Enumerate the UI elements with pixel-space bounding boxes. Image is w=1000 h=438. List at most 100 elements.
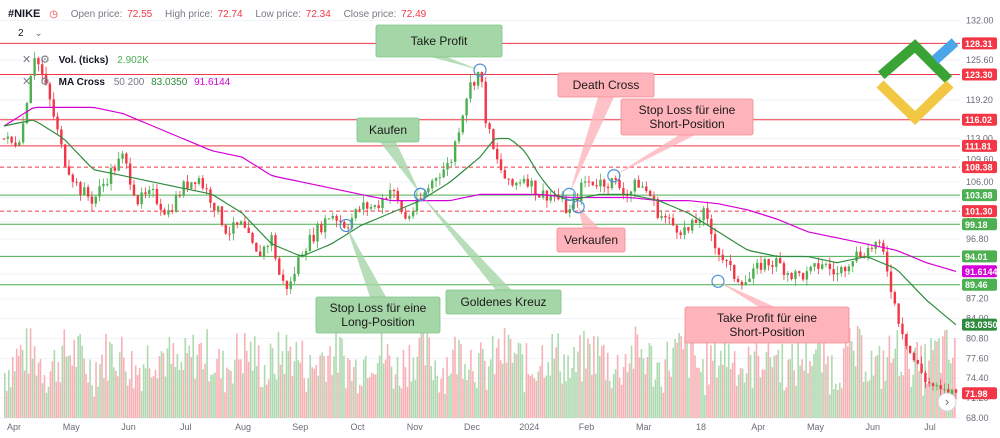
candle <box>331 216 335 219</box>
volume-bar <box>333 356 335 418</box>
candle <box>897 303 900 324</box>
candle <box>717 248 721 255</box>
volume-bar <box>591 374 593 418</box>
candle <box>606 186 610 189</box>
candle <box>817 263 820 269</box>
candle <box>98 186 101 197</box>
price-line-value: 108.38 <box>965 163 993 173</box>
gear-icon[interactable]: ⚙ <box>40 76 50 88</box>
volume-bar <box>9 387 12 418</box>
candle <box>224 225 227 234</box>
candle <box>725 260 728 262</box>
annotation-box[interactable] <box>556 227 626 253</box>
volume-bar <box>644 374 647 418</box>
volume-bar <box>690 334 692 418</box>
volume-bar <box>761 369 764 418</box>
price-line-value: 111.81 <box>965 141 992 151</box>
volume-bar <box>495 347 498 418</box>
ma-fast-line[interactable] <box>3 119 957 326</box>
volume-bar <box>337 372 339 418</box>
annotation-marker <box>711 274 725 288</box>
candle <box>859 251 862 257</box>
annotation-pointer <box>380 142 421 195</box>
volume-bar <box>424 365 427 418</box>
volume-bar <box>729 369 732 418</box>
volume-bar <box>230 370 232 418</box>
close-icon[interactable]: ✕ <box>22 54 32 66</box>
candle <box>671 218 675 226</box>
volume-bar <box>954 338 956 418</box>
candle <box>706 208 709 219</box>
candle <box>140 192 143 205</box>
candle <box>908 345 912 353</box>
volume-bar <box>226 367 228 418</box>
volume-bar <box>287 350 290 418</box>
chevron-down-icon: ⌄ <box>34 28 43 39</box>
volume-bar <box>384 359 387 418</box>
volume-bar <box>585 368 587 418</box>
candle <box>855 251 858 262</box>
volume-bar <box>361 385 363 418</box>
interval-select[interactable]: 2 ⌄ <box>18 28 43 39</box>
volume-bar <box>583 330 585 418</box>
volume-bar <box>666 341 669 418</box>
volume-bar <box>489 359 492 418</box>
candle <box>281 274 285 281</box>
volume-bar <box>553 358 555 418</box>
volume-bar <box>474 382 476 418</box>
candle <box>710 218 713 235</box>
volume-bar <box>672 347 674 418</box>
series-value-label: 91.6144 <box>965 267 998 277</box>
volume-bar <box>614 369 617 418</box>
ma-slow-line[interactable] <box>3 106 957 272</box>
volume-bar <box>364 355 367 418</box>
candle <box>805 271 809 280</box>
candle <box>824 263 828 265</box>
volume-bar <box>184 338 187 418</box>
candle <box>312 234 315 242</box>
candle <box>21 123 25 143</box>
close-icon[interactable]: ✕ <box>22 76 32 88</box>
annotation-box[interactable] <box>620 98 754 136</box>
volume-bar <box>908 368 910 418</box>
annotation-box[interactable] <box>557 72 655 98</box>
volume-bar <box>487 366 490 418</box>
symbol-name[interactable]: #NIKE <box>8 8 41 20</box>
volume-bar <box>884 380 887 418</box>
volume-bar <box>509 339 512 418</box>
candle <box>679 232 682 235</box>
annotation-box[interactable] <box>445 289 562 315</box>
candle <box>373 205 377 207</box>
high-label: High price: <box>165 9 213 20</box>
volume-bar <box>700 371 702 418</box>
gear-icon[interactable]: ⚙ <box>40 54 50 66</box>
volume-bar <box>602 344 605 418</box>
clock-icon[interactable]: ◷ <box>49 9 58 20</box>
candle <box>316 224 319 242</box>
legend-volume: ✕ ⚙ Vol. (ticks) 2.902K <box>22 53 149 66</box>
x-tick-label: Jun <box>121 422 136 432</box>
annotation-box[interactable] <box>315 296 441 334</box>
annotation-box[interactable] <box>375 24 503 58</box>
volume-bar <box>466 380 468 418</box>
volume-bar <box>41 383 44 418</box>
x-tick-label: Jun <box>865 422 880 432</box>
candle <box>843 267 847 272</box>
candle <box>434 178 438 181</box>
annotation-label: Stop Loss für eine <box>639 103 736 117</box>
volume-bar <box>79 333 81 418</box>
candle <box>610 178 614 189</box>
scroll-to-end-button[interactable] <box>937 392 957 412</box>
candle <box>255 242 258 252</box>
annotation-box[interactable] <box>684 306 850 344</box>
annotation-box[interactable] <box>356 117 420 143</box>
volume-bar <box>858 328 861 418</box>
volume-bar <box>515 354 518 418</box>
high-value: 72.74 <box>217 9 243 20</box>
candle <box>48 83 52 100</box>
candle <box>37 58 40 65</box>
candle <box>450 161 453 163</box>
volume-bar <box>67 356 70 418</box>
